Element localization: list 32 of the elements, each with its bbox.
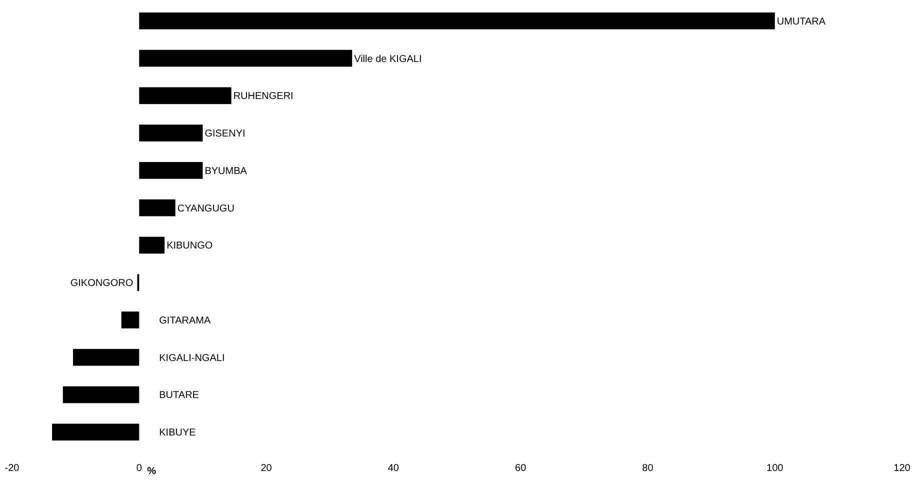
y-tick-label: GIKONGORO xyxy=(70,278,134,290)
bar xyxy=(121,312,140,328)
bar xyxy=(139,162,203,179)
bar xyxy=(139,12,775,30)
bar xyxy=(139,50,352,67)
y-tick-label: UMUTARA xyxy=(776,16,826,28)
bar xyxy=(139,199,176,216)
y-tick-label: BUTARE xyxy=(159,390,200,402)
bar xyxy=(139,87,232,104)
y-tick-label: CYANGUGU xyxy=(177,203,234,214)
x-tick-label: 100 xyxy=(766,463,784,474)
y-tick-label: KIBUNGO xyxy=(166,240,213,252)
y-tick-label: BYUMBA xyxy=(204,166,248,177)
bar xyxy=(139,236,165,254)
x-tick-label: 0 xyxy=(136,463,142,474)
x-tick-label: 120 xyxy=(894,463,911,474)
y-tick-label: Ville de KIGALI xyxy=(354,54,422,65)
x-tick-label: 40 xyxy=(388,463,400,474)
x-tick-label: 20 xyxy=(260,463,272,474)
y-tick-label: KIBUYE xyxy=(159,428,196,439)
x-tick-label: 80 xyxy=(642,463,654,474)
bar xyxy=(62,386,140,404)
bar xyxy=(73,348,140,366)
y-tick-label: KIGALI-NGALI xyxy=(159,352,225,364)
y-tick-label: GITARAMA xyxy=(159,315,211,326)
x-tick-label: 60 xyxy=(515,463,527,474)
bar xyxy=(139,124,203,142)
y-tick-label: GISENYI xyxy=(204,128,246,140)
x-tick-label: -20 xyxy=(4,463,20,474)
x-axis-title: % xyxy=(147,466,156,477)
y-tick-label: RUHENGERI xyxy=(233,91,294,102)
bar xyxy=(52,424,140,441)
